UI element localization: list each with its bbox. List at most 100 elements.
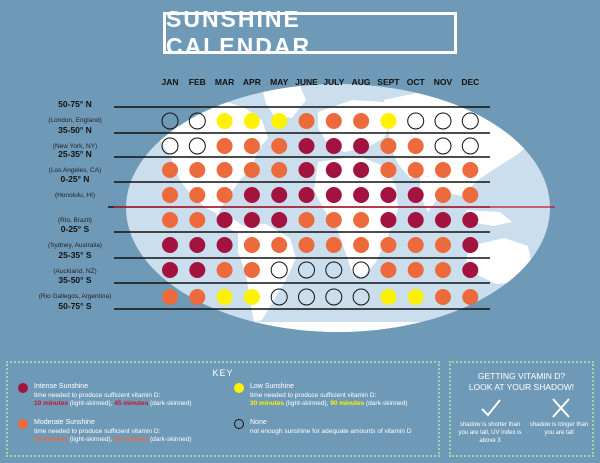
sunshine-circle-intense <box>407 212 424 228</box>
sunshine-circle-none <box>161 137 179 155</box>
none-key-circle <box>234 419 244 429</box>
month-header: JAN <box>161 77 179 87</box>
vitamin-d-panel: GETTING VITAMIN D? LOOK AT YOUR SHADOW! … <box>449 361 594 457</box>
sunshine-circle-none <box>325 288 343 306</box>
moderate-key-name: Moderate Sunshine <box>34 419 95 426</box>
sunshine-circle-moderate <box>435 187 451 203</box>
longer-shadow-caption: shadow is longer than you are tall <box>529 422 589 436</box>
sunshine-circle-intense <box>243 187 260 203</box>
moderate-key-times: 20 minutes (light-skinned), 60 minutes (… <box>34 436 192 443</box>
sunshine-circle-moderate <box>380 138 397 154</box>
sunshine-circle-intense <box>271 212 288 228</box>
sunshine-circle-moderate <box>243 237 260 253</box>
sunshine-circle-moderate <box>243 138 260 154</box>
latitude-label: 35-50° N <box>58 125 92 135</box>
sunshine-circle-moderate <box>298 237 315 253</box>
sunshine-circle-intense <box>462 237 479 253</box>
intense-time-light: 10 minutes <box>34 400 68 407</box>
sunshine-circle-low <box>216 113 233 129</box>
sunshine-circle-none <box>461 137 479 155</box>
sunshine-circle-moderate <box>298 212 315 228</box>
sunshine-circle-intense <box>298 187 315 203</box>
sunshine-circle-none <box>298 261 315 279</box>
latitude-label: 25-35° S <box>58 250 92 260</box>
australia-shape <box>466 238 532 284</box>
sunshine-circle-moderate <box>462 289 479 305</box>
moderate-dark-label: (dark-skinned) <box>150 436 192 443</box>
low-dark-label: (dark-skinned) <box>366 400 408 407</box>
sunshine-circle-intense <box>353 138 370 154</box>
sunshine-circle-none <box>298 288 315 306</box>
intense-key-times: 10 minutes (light-skinned), 45 minutes (… <box>34 400 192 407</box>
location-label: (Honolulu, HI) <box>54 192 96 199</box>
sunshine-circle-intense <box>216 237 233 253</box>
sunshine-circle-moderate <box>243 262 260 278</box>
key-title: KEY <box>212 368 234 378</box>
shorter-shadow-caption: shadow is shorter than you are tall, UV … <box>458 422 522 444</box>
low-key-times: 30 minutes (light-skinned), 90 minutes (… <box>250 400 408 407</box>
sunshine-circle-low <box>380 113 397 129</box>
sunshine-circle-none <box>434 112 452 130</box>
sunshine-circle-low <box>407 289 424 305</box>
sunshine-circle-moderate <box>407 237 424 253</box>
sunshine-circle-none <box>352 261 370 279</box>
sunshine-circle-moderate <box>435 262 451 278</box>
month-header: OCT <box>406 77 425 87</box>
low-key-circle <box>234 383 244 393</box>
location-label: (Auckland, NZ) <box>53 268 97 275</box>
sunshine-circle-moderate <box>162 289 178 305</box>
page-title: SUNSHINE CALENDAR <box>163 6 457 59</box>
intense-light-label: (light-skinned), <box>69 400 113 407</box>
vitamin-d-title-line1: GETTING VITAMIN D? <box>477 371 566 381</box>
sunshine-circle-intense <box>243 212 260 228</box>
sunshine-circle-intense <box>189 262 206 278</box>
low-key-name: Low Sunshine <box>250 383 294 390</box>
sunshine-circle-none <box>161 112 179 130</box>
low-key-desc: time needed to produce sufficient vitami… <box>250 392 377 399</box>
sunshine-circle-intense <box>462 262 479 278</box>
month-header: APR <box>242 77 261 87</box>
intense-key-circle <box>18 383 28 393</box>
sunshine-circle-low <box>243 289 260 305</box>
none-key-name: None <box>250 419 267 426</box>
sunshine-circle-intense <box>380 187 397 203</box>
intense-key-desc: time needed to produce sufficient vitami… <box>34 392 161 399</box>
sunshine-circle-moderate <box>162 162 178 178</box>
x-mark-icon <box>552 398 570 418</box>
sunshine-circle-moderate <box>407 138 424 154</box>
sunshine-circle-moderate <box>189 162 206 178</box>
sunshine-circle-intense <box>325 138 342 154</box>
sunshine-circle-intense <box>216 212 233 228</box>
latitude-lines <box>108 106 555 310</box>
sunshine-circle-intense <box>271 187 288 203</box>
sunshine-circle-intense <box>298 138 315 154</box>
month-header: FEB <box>188 77 206 87</box>
sunshine-circle-moderate <box>216 162 233 178</box>
sunshine-circle-moderate <box>380 262 397 278</box>
month-header: MAY <box>270 77 289 87</box>
sunshine-circle-moderate <box>243 162 260 178</box>
location-label: (New York, NY) <box>52 143 98 150</box>
latitude-label: 0-25° N <box>60 174 90 184</box>
sunshine-circle-moderate <box>216 262 233 278</box>
sunshine-circle-intense <box>462 212 479 228</box>
latitude-label: 50-75° N <box>58 99 92 109</box>
sunshine-circle-none <box>325 261 343 279</box>
sunshine-circle-intense <box>162 237 178 253</box>
month-header: AUG <box>351 77 371 87</box>
sunshine-circle-moderate <box>435 237 451 253</box>
sunshine-circle-none <box>270 261 288 279</box>
latitude-label: 0-25° S <box>60 224 90 234</box>
moderate-time-dark: 60 minutes <box>114 436 149 443</box>
sunshine-circle-intense <box>353 162 370 178</box>
sunshine-circle-intense <box>407 187 424 203</box>
month-header: DEC <box>461 77 480 87</box>
sunshine-circle-moderate <box>380 162 397 178</box>
moderate-key-desc: time needed to produce sufficient vitami… <box>34 428 161 435</box>
location-label: (Rio Gallegos, Argentina) <box>38 293 112 300</box>
month-header: SEPT <box>377 77 400 87</box>
sunshine-circle-moderate <box>325 237 342 253</box>
moderate-key-circle <box>18 419 28 429</box>
month-header: NOV <box>433 77 453 87</box>
antarctica-shape <box>150 322 530 332</box>
